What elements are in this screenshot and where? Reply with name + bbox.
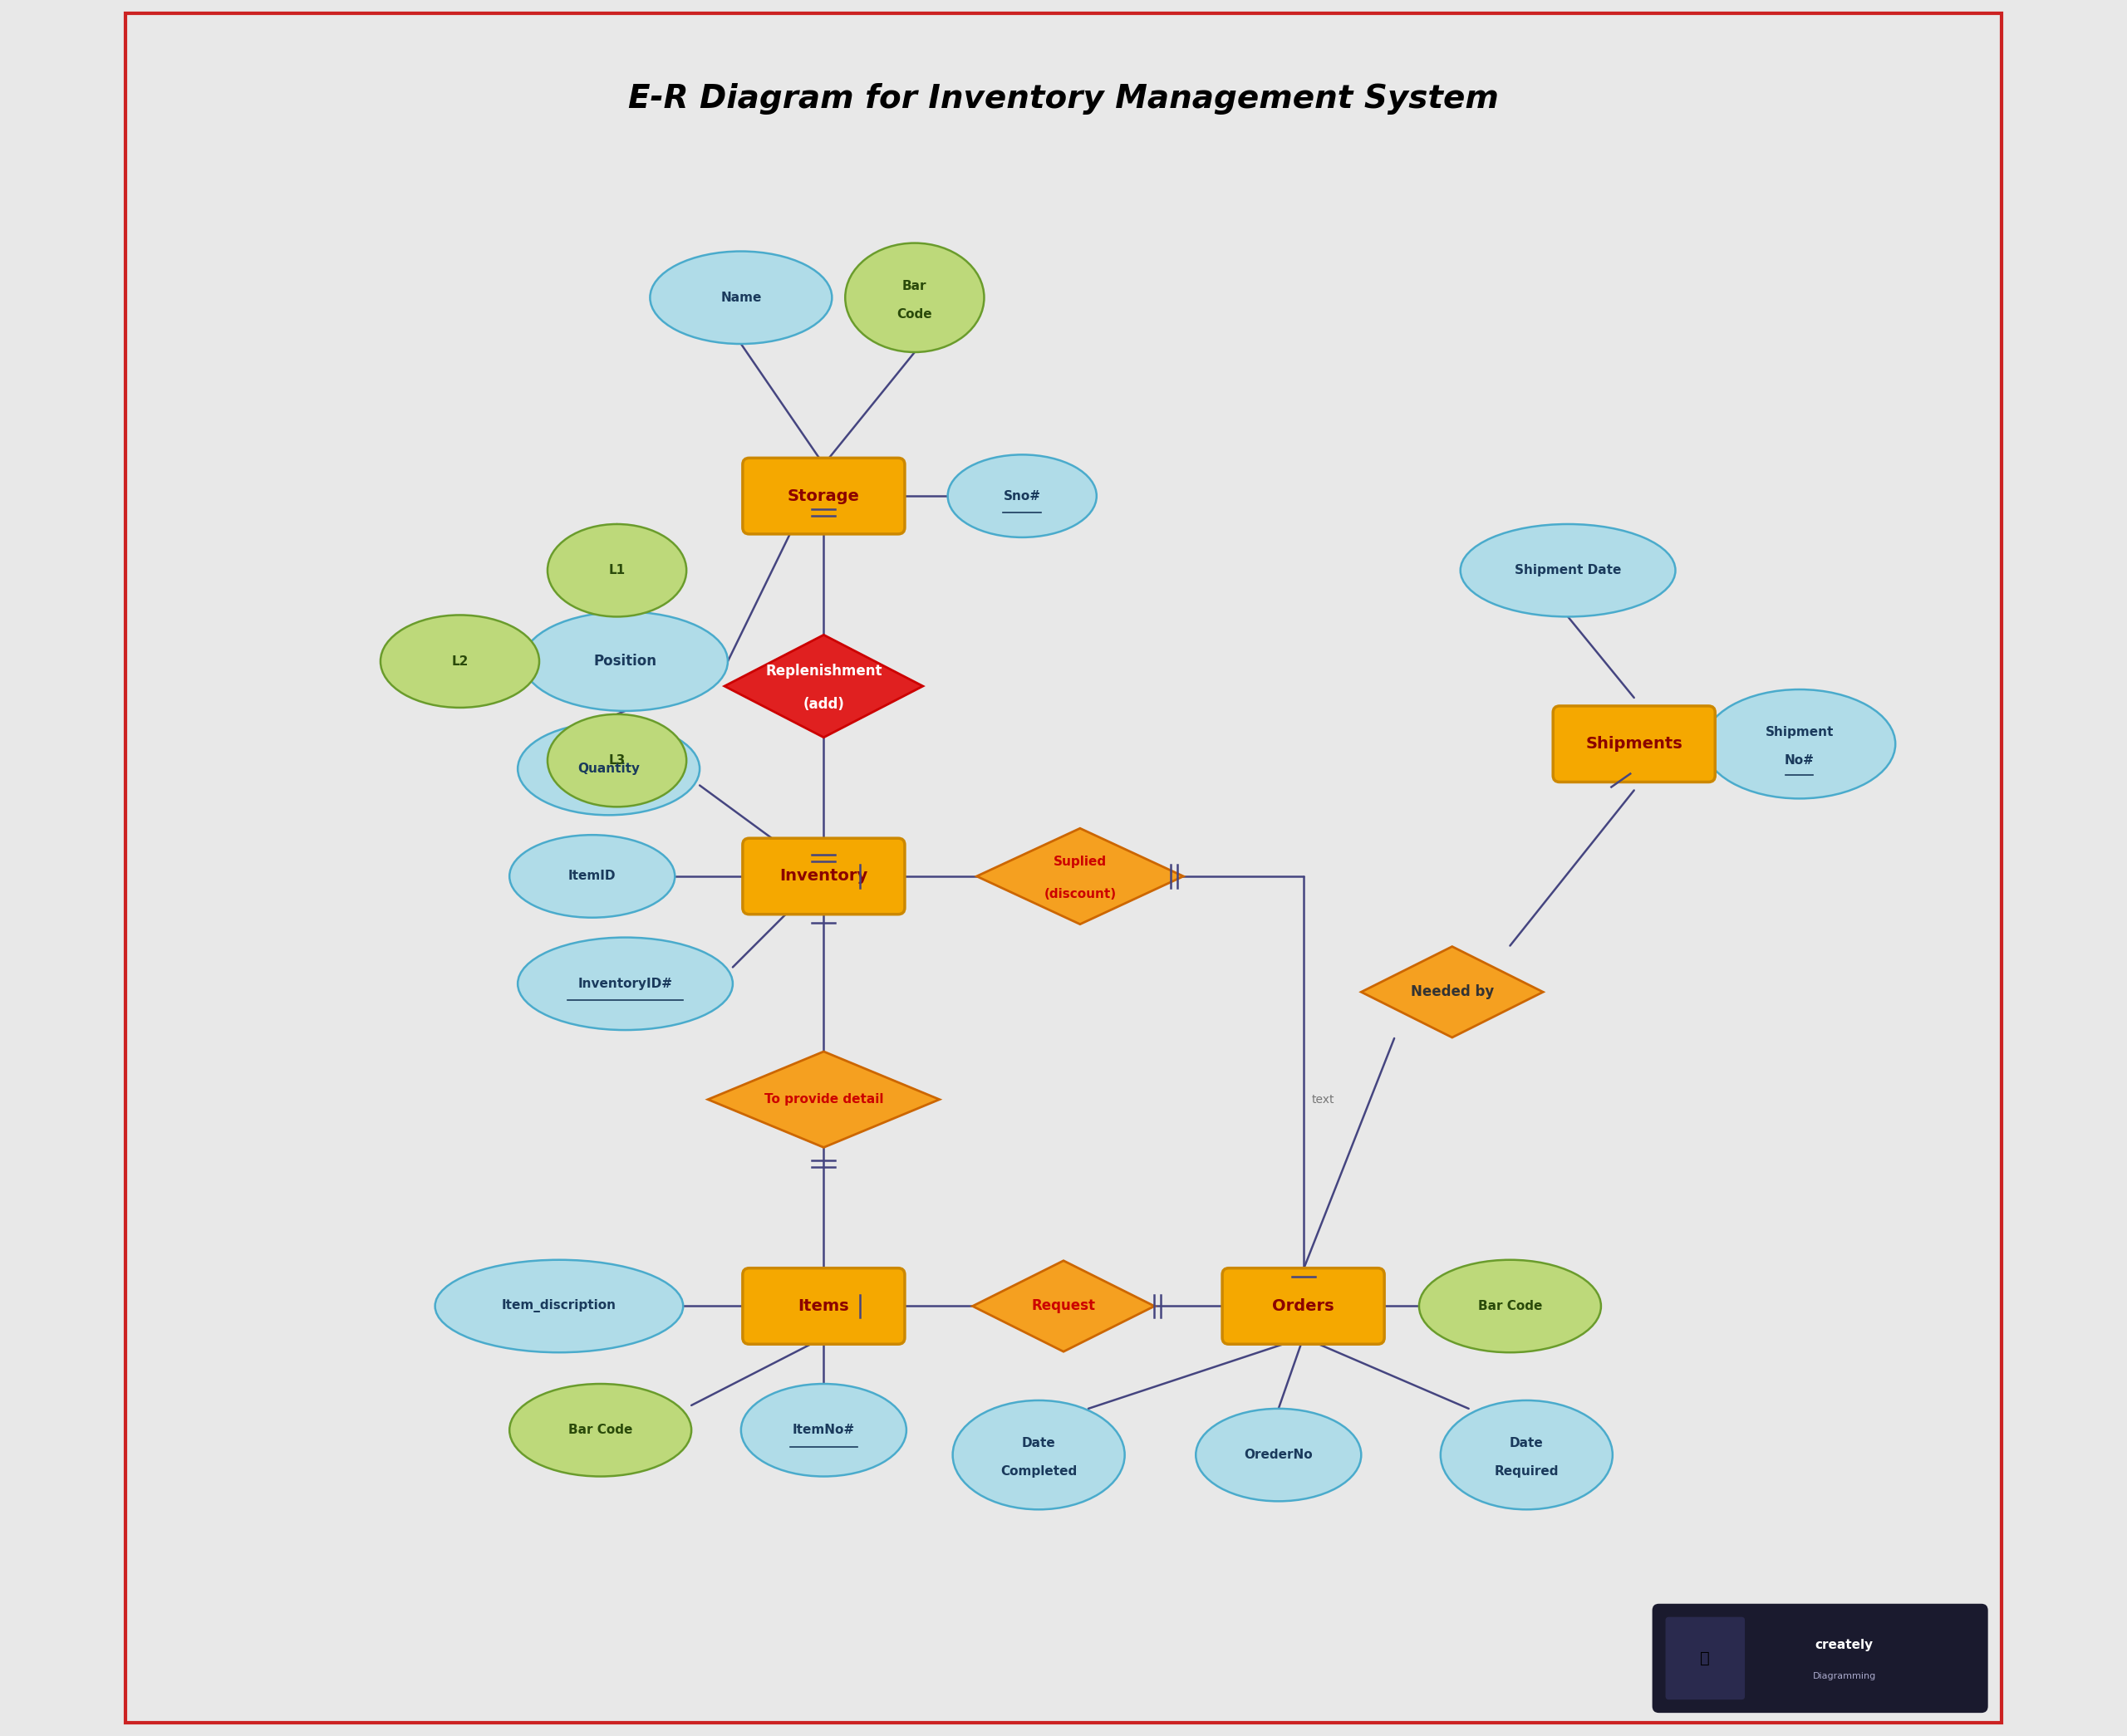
Text: Name: Name (721, 292, 761, 304)
Text: ItemNo#: ItemNo# (793, 1424, 855, 1436)
Text: ItemID: ItemID (568, 870, 617, 882)
FancyBboxPatch shape (1653, 1604, 1989, 1713)
Text: Position: Position (593, 654, 657, 668)
Text: Storage: Storage (787, 488, 859, 503)
Text: (discount): (discount) (1044, 889, 1117, 901)
Text: Items: Items (798, 1299, 849, 1314)
Text: Shipment: Shipment (1765, 726, 1833, 738)
Text: Code: Code (898, 307, 932, 321)
Text: Date: Date (1510, 1437, 1544, 1450)
Text: L3: L3 (608, 755, 625, 767)
Text: text: text (1312, 1094, 1334, 1106)
Text: Bar: Bar (902, 279, 927, 292)
Ellipse shape (510, 1384, 691, 1476)
Ellipse shape (740, 1384, 906, 1476)
Ellipse shape (1195, 1408, 1361, 1502)
Text: Shipment Date: Shipment Date (1514, 564, 1621, 576)
Ellipse shape (1461, 524, 1676, 616)
Ellipse shape (517, 937, 732, 1029)
Text: Quantity: Quantity (579, 762, 640, 774)
Text: E-R Diagram for Inventory Management System: E-R Diagram for Inventory Management Sys… (627, 83, 1500, 115)
Polygon shape (976, 828, 1183, 924)
Text: Bar Code: Bar Code (568, 1424, 632, 1436)
Ellipse shape (949, 455, 1098, 538)
FancyBboxPatch shape (1223, 1267, 1385, 1344)
Text: Inventory: Inventory (781, 868, 868, 884)
Polygon shape (725, 635, 923, 738)
Ellipse shape (547, 713, 687, 807)
Ellipse shape (381, 615, 540, 708)
Text: Shipments: Shipments (1585, 736, 1682, 752)
FancyBboxPatch shape (742, 458, 904, 535)
Text: No#: No# (1785, 755, 1814, 767)
FancyBboxPatch shape (1553, 707, 1714, 781)
Polygon shape (1361, 946, 1542, 1038)
Ellipse shape (651, 252, 832, 344)
Text: (add): (add) (804, 696, 844, 712)
Polygon shape (972, 1260, 1155, 1352)
Text: Diagramming: Diagramming (1812, 1672, 1876, 1680)
Text: InventoryID#: InventoryID# (579, 977, 672, 990)
Text: Needed by: Needed by (1410, 984, 1493, 1000)
Ellipse shape (436, 1260, 683, 1352)
Ellipse shape (1440, 1401, 1612, 1510)
Text: Suplied: Suplied (1053, 856, 1106, 868)
Text: Required: Required (1495, 1465, 1559, 1477)
Text: L1: L1 (608, 564, 625, 576)
Text: Orders: Orders (1272, 1299, 1334, 1314)
FancyBboxPatch shape (742, 1267, 904, 1344)
Text: creately: creately (1814, 1639, 1874, 1651)
FancyBboxPatch shape (1665, 1616, 1744, 1700)
Text: Item_discription: Item_discription (502, 1300, 617, 1312)
Text: Request: Request (1032, 1299, 1095, 1314)
Ellipse shape (1704, 689, 1895, 799)
Ellipse shape (510, 835, 674, 918)
Ellipse shape (517, 722, 700, 816)
Text: Sno#: Sno# (1004, 490, 1040, 502)
Polygon shape (708, 1052, 940, 1147)
Ellipse shape (523, 611, 727, 712)
Text: Date: Date (1021, 1437, 1055, 1450)
Text: To provide detail: To provide detail (764, 1094, 883, 1106)
Text: Replenishment: Replenishment (766, 663, 883, 679)
Ellipse shape (547, 524, 687, 616)
Text: Bar Code: Bar Code (1478, 1300, 1542, 1312)
Text: L2: L2 (451, 654, 468, 668)
FancyBboxPatch shape (742, 838, 904, 915)
Text: Completed: Completed (1000, 1465, 1076, 1477)
Ellipse shape (953, 1401, 1125, 1510)
Ellipse shape (844, 243, 985, 352)
Ellipse shape (1419, 1260, 1602, 1352)
Text: 💡: 💡 (1699, 1651, 1710, 1667)
Text: OrederNo: OrederNo (1244, 1450, 1312, 1462)
